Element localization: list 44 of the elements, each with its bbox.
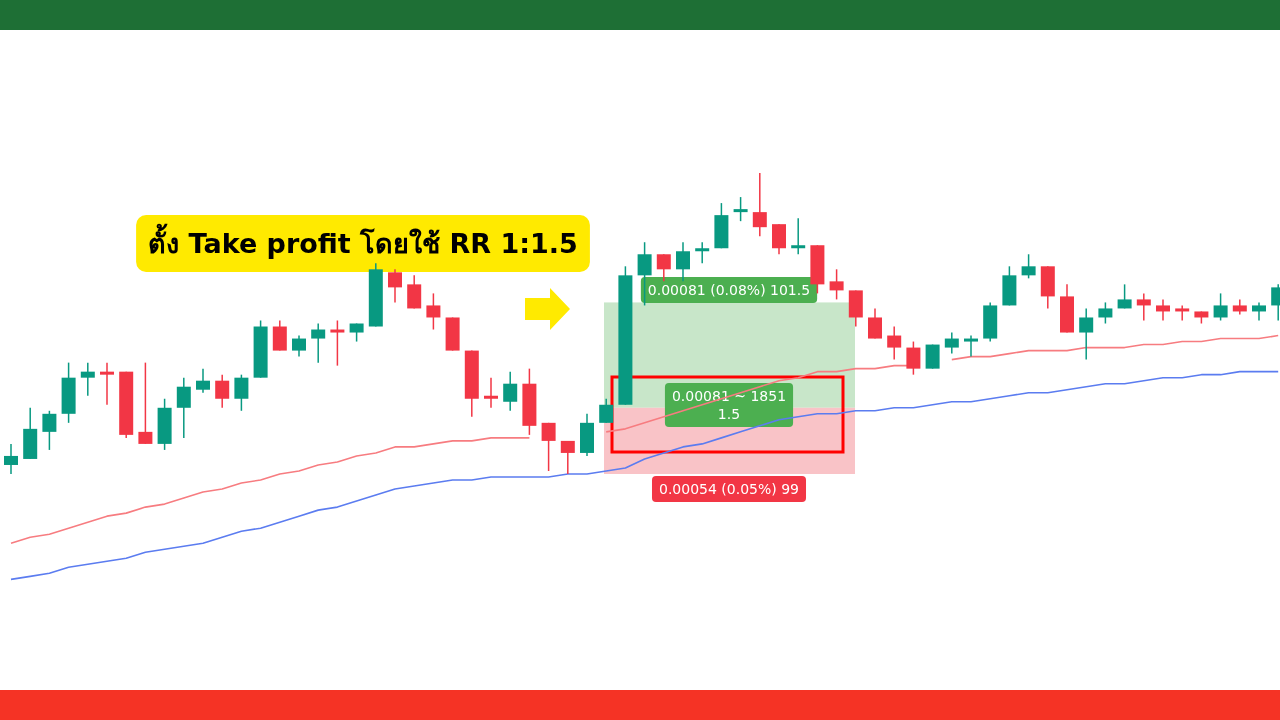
candlestick — [1252, 301, 1266, 322]
candlestick — [426, 292, 441, 331]
candlestick — [733, 196, 748, 222]
candlestick — [4, 443, 18, 475]
candlestick — [964, 334, 978, 358]
candlestick — [906, 340, 921, 376]
candlestick — [887, 325, 902, 361]
candlestick — [944, 331, 959, 355]
candlestick — [215, 373, 230, 409]
candlestick — [1156, 298, 1170, 322]
candlestick — [656, 253, 671, 283]
candlestick — [503, 370, 518, 412]
candlestick — [42, 410, 57, 451]
candlestick — [1136, 292, 1151, 322]
candlestick — [138, 361, 153, 445]
candlestick — [100, 361, 114, 406]
candlestick — [176, 376, 191, 439]
candlestick — [196, 367, 210, 394]
candlestick — [829, 268, 844, 301]
candlestick — [1079, 307, 1094, 361]
candlestick — [292, 334, 306, 358]
annotation: 0.00081 ~ 1851 1.5 — [671, 388, 787, 422]
candlestick — [1021, 253, 1036, 280]
text: 0.00054 (0.05%) 99 — [658, 481, 800, 497]
annotation: 0.00081 (0.08%) 101.5 — [647, 282, 811, 298]
candlestick — [311, 322, 326, 364]
candlestick — [1117, 283, 1132, 310]
candlestick — [1175, 304, 1190, 322]
candlestick — [752, 172, 767, 237]
candlestick — [791, 217, 806, 256]
text: ตั้ง Take profit โดยใช้ RR 1:1.5 — [148, 223, 578, 259]
candlestick — [560, 440, 575, 475]
candlestick — [80, 361, 95, 397]
candlestick — [234, 373, 249, 412]
candlestick — [484, 376, 498, 409]
candlestick — [868, 307, 882, 340]
candlestick — [599, 398, 614, 424]
candlestick — [1213, 292, 1228, 322]
candlestick — [388, 268, 402, 304]
candlestick — [676, 241, 690, 283]
candlestick — [695, 241, 710, 265]
candlestick — [541, 422, 556, 472]
candlestick — [1098, 301, 1113, 325]
candlestick — [330, 319, 345, 367]
